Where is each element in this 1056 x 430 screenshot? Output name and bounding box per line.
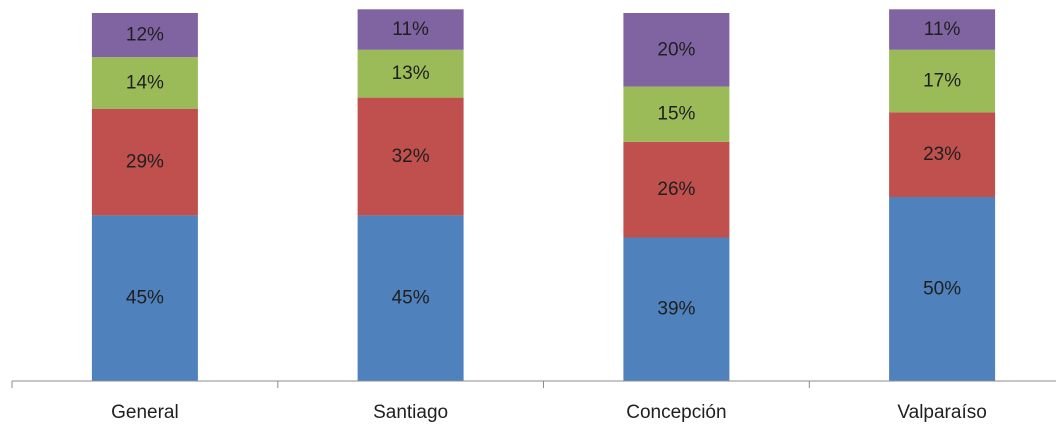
bar-segment-general-4 xyxy=(91,13,198,58)
bar-segment-santiago-4 xyxy=(357,9,464,50)
data-label: 20% xyxy=(657,39,695,60)
data-label: 23% xyxy=(923,144,961,165)
x-tick-label: Santiago xyxy=(373,402,448,423)
x-tick-label: Concepción xyxy=(626,402,726,423)
data-label: 11% xyxy=(924,19,961,40)
data-label: 39% xyxy=(657,299,695,320)
x-tick-label: Valparaíso xyxy=(897,402,986,423)
data-label: 45% xyxy=(126,288,164,309)
data-label: 15% xyxy=(657,104,695,125)
data-label: 12% xyxy=(126,25,164,46)
bar-segment-valparaíso-4 xyxy=(889,9,996,50)
bar-segment-valparaíso-1 xyxy=(889,197,996,381)
bar-segment-concepción-1 xyxy=(623,237,730,381)
data-label: 11% xyxy=(392,19,429,40)
data-label: 45% xyxy=(392,288,430,309)
data-label: 26% xyxy=(657,179,695,200)
data-label: 17% xyxy=(923,71,961,92)
bar-segment-valparaíso-3 xyxy=(889,49,996,113)
bar-segment-valparaíso-2 xyxy=(889,112,996,197)
data-label: 13% xyxy=(392,63,430,84)
x-axis: General Santiago Concepción Valparaíso xyxy=(11,380,1056,423)
bar-segment-concepción-3 xyxy=(623,86,730,142)
x-tick-label: General xyxy=(111,402,179,423)
data-label: 50% xyxy=(923,279,961,300)
bar-segment-general-2 xyxy=(91,108,198,216)
bar-segment-santiago-2 xyxy=(357,97,464,216)
bars-layer: 45% 29% 14% 12% 45% 32% 13% 11% 39% 26% 15% 20% 50% 2… xyxy=(91,9,996,381)
data-label: 29% xyxy=(126,152,164,173)
data-label: 14% xyxy=(126,72,164,93)
bar-segment-santiago-1 xyxy=(357,215,464,381)
data-label: 32% xyxy=(392,146,430,167)
bar-segment-concepción-2 xyxy=(623,141,730,238)
bar-segment-santiago-3 xyxy=(357,49,464,98)
bar-segment-general-1 xyxy=(91,215,198,381)
bar-segment-concepción-4 xyxy=(623,13,730,87)
bar-segment-general-3 xyxy=(91,57,198,109)
